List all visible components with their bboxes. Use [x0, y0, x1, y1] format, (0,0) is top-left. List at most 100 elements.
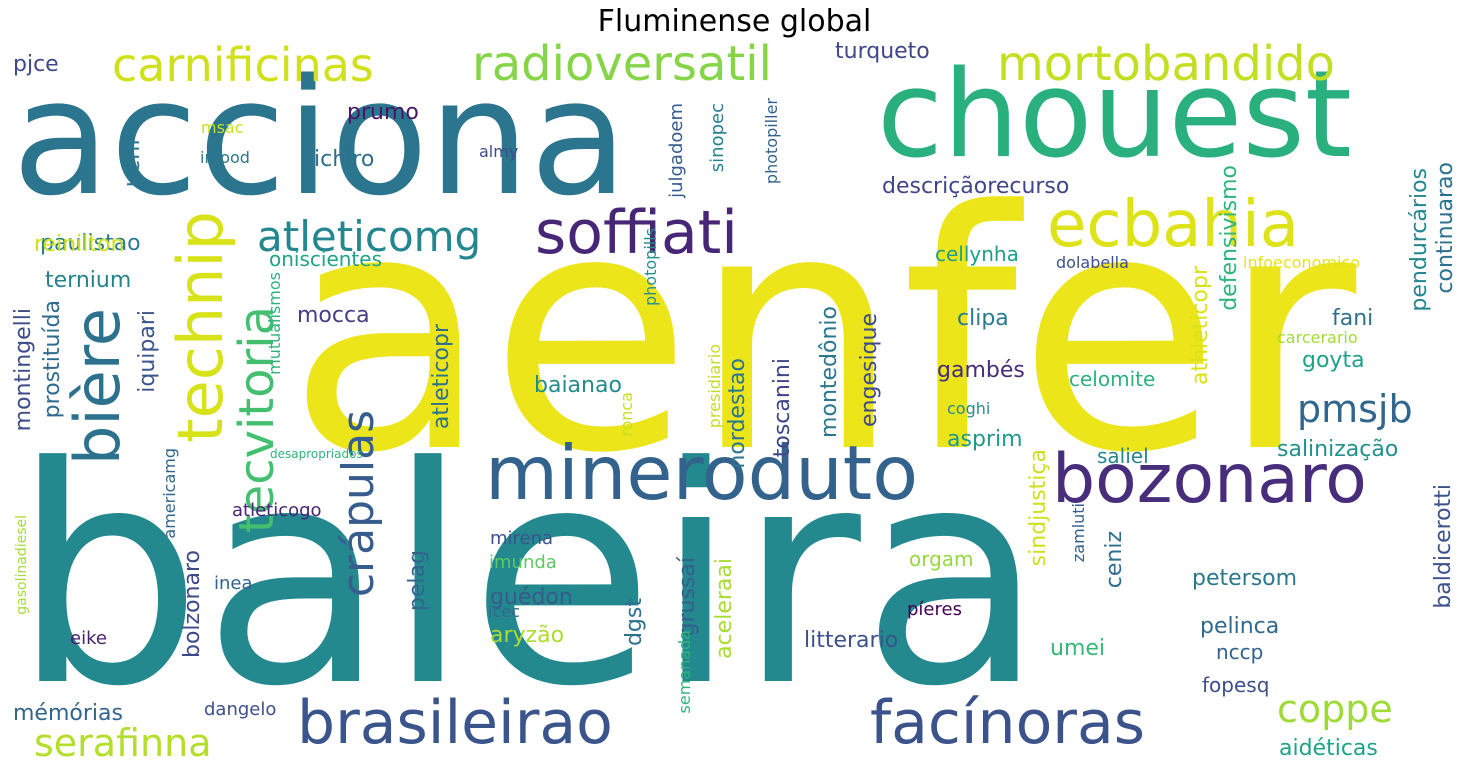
word: ichiro: [314, 147, 375, 172]
word: toscanini: [770, 358, 795, 458]
word: radioversatil: [472, 38, 772, 92]
word: fani: [1332, 306, 1374, 331]
word: acciona: [12, 44, 628, 231]
word: reinilton: [34, 232, 125, 257]
word: mirena: [490, 528, 554, 549]
word: aryzão: [490, 623, 565, 648]
word: julgadoem: [666, 103, 687, 198]
word: photopiller: [762, 98, 781, 185]
word: celomite: [1069, 367, 1156, 391]
word: iquipari: [135, 310, 160, 393]
word: inea: [214, 573, 253, 594]
word: msac: [201, 118, 244, 137]
word: pelag: [405, 550, 430, 612]
word: guédon: [490, 585, 573, 610]
word: asprim: [947, 427, 1023, 452]
word: uenf: [120, 138, 145, 188]
word: descriçãorecurso: [882, 174, 1070, 199]
word: americamg: [160, 448, 179, 539]
word: athleticopr: [1188, 266, 1213, 386]
word: technip: [164, 211, 237, 443]
word: photopills: [641, 228, 660, 306]
word: orgam: [909, 547, 974, 571]
word: salinização: [1277, 437, 1399, 462]
word: coppe: [1277, 687, 1393, 731]
word: goyta: [1302, 348, 1365, 373]
word: chouest: [877, 46, 1352, 185]
word: turqueto: [835, 39, 930, 64]
word: desapropriados: [270, 447, 363, 461]
word: umei: [1050, 636, 1106, 661]
word: píeres: [907, 599, 962, 620]
word: crápulas: [333, 410, 384, 598]
word: carnificinas: [112, 38, 374, 92]
word: cellynha: [935, 242, 1019, 266]
word: saliel: [1097, 444, 1149, 468]
word: paulistao: [40, 231, 141, 256]
word: gambés: [937, 358, 1025, 383]
word: dgst: [622, 598, 647, 647]
word: prumo: [347, 100, 419, 125]
word: sindjustiça: [1026, 449, 1051, 567]
word: pendurcários: [1407, 168, 1432, 312]
word: infood: [200, 148, 250, 167]
word: mocca: [297, 303, 370, 328]
word: pmsjb: [1297, 387, 1413, 431]
word: infoeconomico: [1243, 253, 1360, 272]
word: zamluti: [1069, 503, 1088, 563]
word: carcerario: [1277, 328, 1358, 347]
word: mémórias: [13, 701, 123, 726]
word: bière: [61, 308, 134, 465]
word: aidéticas: [1279, 736, 1378, 761]
word: dangelo: [204, 699, 277, 720]
word: facínoras: [870, 688, 1145, 758]
word: presidiario: [705, 344, 724, 429]
word: engesique: [857, 313, 882, 427]
word: bozonaro: [1052, 440, 1367, 519]
word: defensivismo: [1217, 165, 1242, 311]
word: eike: [70, 628, 107, 649]
word: semanada: [675, 630, 694, 714]
word: montedônio: [817, 306, 842, 438]
word: pelinca: [1200, 614, 1280, 639]
word: soffiati: [535, 198, 738, 268]
word: pjce: [13, 52, 59, 77]
word: grussaí: [675, 557, 700, 637]
chart-title: Fluminense global: [597, 4, 872, 39]
word: ceniz: [1102, 531, 1127, 589]
word: prostituída: [40, 300, 65, 419]
word: dolabella: [1056, 253, 1129, 272]
word: montingelli: [11, 308, 36, 432]
word: litterario: [804, 628, 899, 653]
word: mineroduto: [485, 429, 919, 517]
word: oniscientes: [269, 247, 382, 271]
word: ecbahia: [1047, 188, 1299, 262]
word: imunda: [489, 552, 557, 573]
word: bolzonaro: [180, 550, 205, 658]
word: aceleraai: [712, 558, 737, 659]
word: ronca: [617, 392, 636, 437]
word: baldicerotti: [1431, 484, 1456, 609]
word: clipa: [957, 306, 1009, 331]
word: petersom: [1192, 566, 1298, 591]
word: serafinna: [34, 721, 212, 765]
word: atleticogo: [232, 500, 322, 521]
word: ternium: [45, 268, 132, 293]
word: gasolinadiesel: [14, 515, 30, 615]
word: sinopec: [707, 103, 728, 173]
word: atleticopr: [429, 324, 454, 430]
word: nccp: [1216, 640, 1264, 664]
word: nordestao: [725, 358, 750, 469]
word: continuarao: [1433, 162, 1458, 294]
word: atleticomg: [257, 212, 482, 261]
word: fopesq: [1202, 673, 1270, 697]
word: aenfer: [287, 141, 1357, 525]
word: almy: [479, 142, 519, 161]
word: coghi: [947, 399, 991, 418]
word: brasileirao: [297, 688, 613, 758]
word: icec: [488, 602, 520, 621]
word: mortobandido: [997, 38, 1335, 92]
word: baianao: [534, 373, 622, 398]
word: mutualismos: [265, 272, 284, 375]
word: baleira: [12, 403, 1045, 752]
